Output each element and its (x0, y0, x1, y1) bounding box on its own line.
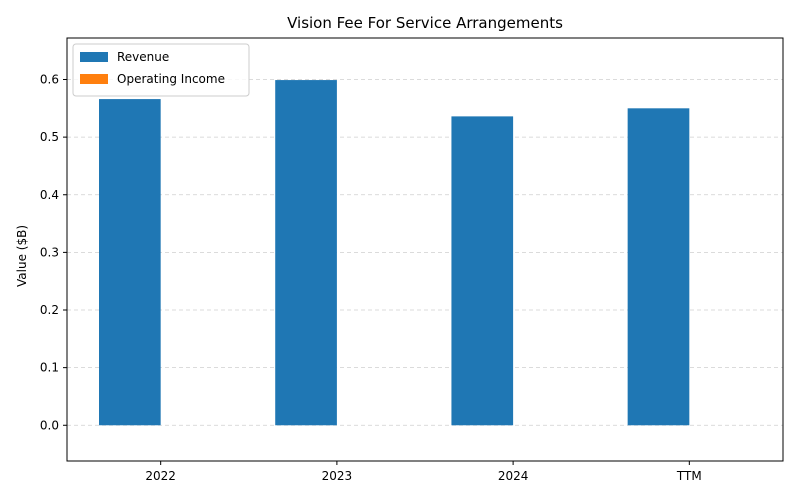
y-tick-label-4: 0.4 (40, 188, 59, 202)
x-tick-label-1: 2023 (322, 469, 353, 483)
legend-label-revenue: Revenue (117, 50, 169, 64)
legend-box (72, 43, 250, 97)
y-tick-label-0: 0.0 (40, 418, 59, 432)
bar-revenue-2023 (275, 80, 337, 426)
legend: Revenue Operating Income (72, 43, 250, 97)
bar-revenue-2022 (99, 99, 161, 426)
bars (99, 80, 690, 426)
plot-area-frame (66, 37, 784, 462)
y-axis-ticks: 0.0 0.1 0.2 0.3 0.4 0.5 0.6 (40, 72, 67, 432)
chart-title: Vision Fee For Service Arrangements (287, 14, 563, 32)
legend-label-operating-income: Operating Income (117, 72, 225, 86)
x-tick-label-3: TTM (676, 469, 702, 483)
y-axis-label: Value ($B) (15, 225, 29, 287)
y-tick-label-5: 0.5 (40, 130, 59, 144)
y-tick-label-6: 0.6 (40, 72, 59, 86)
bar-revenue-2024 (451, 116, 514, 426)
x-tick-label-2: 2024 (498, 469, 529, 483)
bar-revenue-ttm (627, 108, 690, 426)
y-tick-label-2: 0.2 (40, 303, 59, 317)
y-tick-label-3: 0.3 (40, 245, 59, 259)
x-axis-ticks: 2022 2023 2024 TTM (145, 461, 702, 483)
legend-swatch-revenue (80, 52, 108, 62)
legend-swatch-operating-income (80, 74, 108, 84)
y-tick-label-1: 0.1 (40, 361, 59, 375)
x-tick-label-0: 2022 (145, 469, 176, 483)
